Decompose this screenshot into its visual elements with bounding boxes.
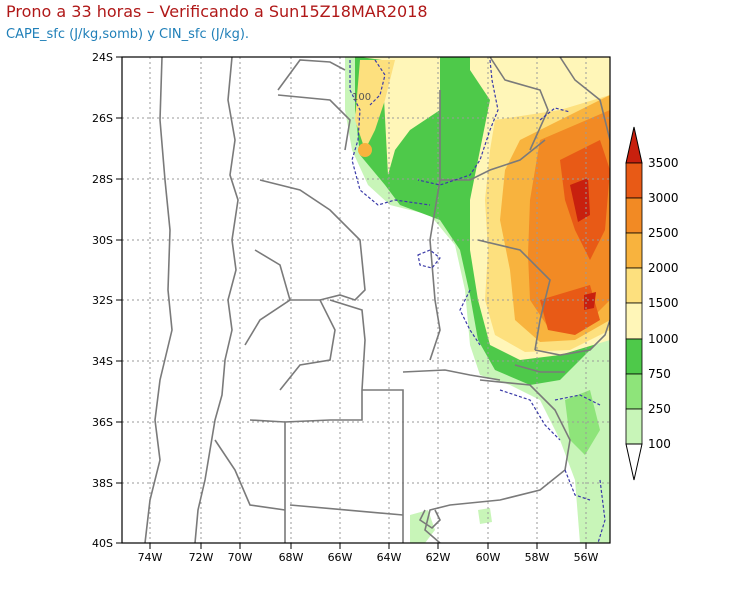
cin-contours (349, 59, 606, 543)
lon-label: 74W (138, 551, 163, 564)
border-provinces-3 (284, 299, 404, 543)
border-provinces-4 (402, 369, 501, 381)
lon-label: 70W (228, 551, 253, 564)
border-provinces-5 (214, 419, 404, 516)
border-north (277, 59, 351, 151)
legend-label: 1500 (648, 296, 679, 310)
lon-label: 68W (279, 551, 304, 564)
cape-band-3500 (570, 178, 596, 310)
map-subtitle: CAPE_sfc (J/kg,somb) y CIN_sfc (J/kg). (6, 27, 250, 42)
map-title: Prono a 33 horas – Verificando a Sun15Z1… (6, 2, 428, 21)
lon-label: 62W (426, 551, 451, 564)
longitude-labels: 74W 72W 70W 68W 66W 64W 62W 60W 58W 56W (138, 551, 599, 564)
lat-label: 26S (92, 112, 113, 125)
legend-swatch (625, 408, 643, 445)
lat-label: 36S (92, 416, 113, 429)
latitude-labels: 24S 26S 28S 30S 32S 34S 36S 38S 40S (92, 51, 113, 550)
border-provinces-2 (244, 249, 336, 391)
border-andes (194, 57, 239, 543)
legend-label: 100 (648, 437, 671, 451)
legend-label: 3000 (648, 191, 679, 205)
legend-swatch (625, 232, 643, 269)
lon-label: 56W (574, 551, 599, 564)
lat-label: 30S (92, 234, 113, 247)
lat-label: 38S (92, 477, 113, 490)
lon-label: 64W (377, 551, 402, 564)
legend-swatch (625, 338, 643, 375)
legend-swatch (625, 302, 643, 340)
lon-label: 60W (476, 551, 501, 564)
legend-swatch (625, 162, 643, 199)
border-provinces-1 (259, 179, 366, 301)
legend-label: 750 (648, 367, 671, 381)
legend-swatch (625, 373, 643, 410)
lon-label: 58W (525, 551, 550, 564)
map-gridlines (122, 57, 610, 543)
coast-atlantic (424, 319, 610, 543)
legend-top-arrow (625, 126, 643, 164)
legend-swatch (625, 267, 643, 304)
lat-label: 32S (92, 294, 113, 307)
political-borders (144, 57, 610, 543)
lon-label: 66W (328, 551, 353, 564)
legend-bottom-arrow (625, 443, 643, 481)
lat-label: 34S (92, 355, 113, 368)
legend-labels: 3500 3000 2500 2000 1500 1000 750 250 10… (648, 156, 679, 451)
axis-ticks (116, 56, 587, 549)
lat-label: 40S (92, 537, 113, 550)
border-mesopotamia (429, 90, 551, 361)
border-brazil (489, 57, 610, 151)
legend-label: 2000 (648, 261, 679, 275)
legend-label: 3500 (648, 156, 679, 170)
legend-label: 2500 (648, 226, 679, 240)
cape-band-3000 (540, 140, 610, 335)
color-legend: 3500 3000 2500 2000 1500 1000 750 250 10… (625, 126, 679, 481)
map-layers: 100 (122, 57, 610, 543)
lat-label: 24S (92, 51, 113, 64)
coast-patagonia (418, 509, 441, 530)
cape-blob-northwest (358, 143, 372, 157)
legend-swatch (625, 197, 643, 234)
lat-label: 28S (92, 173, 113, 186)
legend-label: 250 (648, 402, 671, 416)
contour-label: 100 (352, 92, 371, 103)
lon-label: 72W (189, 551, 214, 564)
legend-label: 1000 (648, 332, 679, 346)
coast-chile (144, 57, 173, 543)
